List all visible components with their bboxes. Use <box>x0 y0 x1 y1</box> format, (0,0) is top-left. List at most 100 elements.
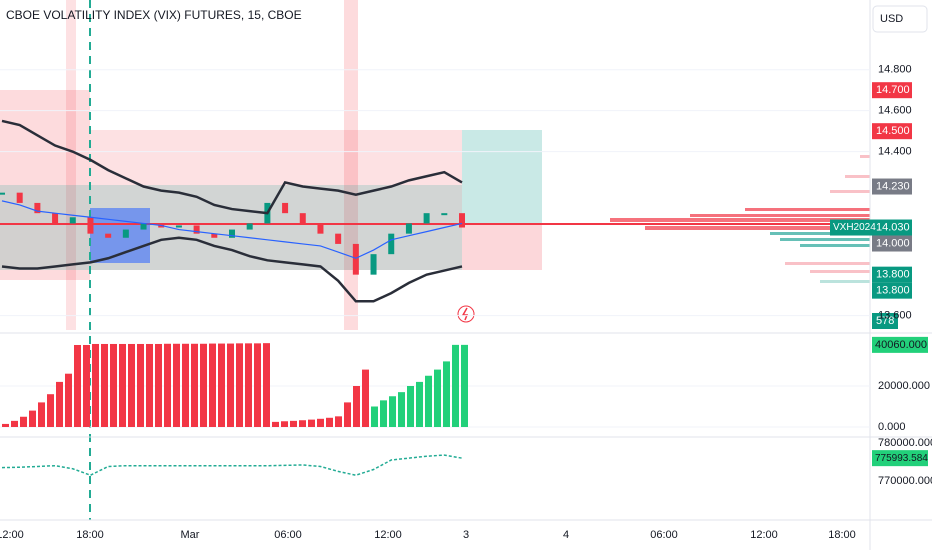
bar <box>200 343 207 428</box>
x-tick-label: 18:00 <box>828 529 856 541</box>
bar <box>155 343 162 428</box>
x-tick-label: 3 <box>463 529 469 541</box>
bar <box>317 418 324 428</box>
candle <box>69 217 76 224</box>
y-tick-label: 14.800 <box>878 64 912 76</box>
candle <box>388 233 395 255</box>
bar <box>92 343 99 428</box>
bar <box>308 419 315 428</box>
bar <box>443 361 450 428</box>
candle <box>193 225 200 234</box>
candle <box>122 229 129 238</box>
bar <box>416 381 423 428</box>
band-line <box>1 119 463 215</box>
bar <box>11 420 18 428</box>
x-tick-label: 12:00 <box>750 529 778 541</box>
bar <box>20 416 27 428</box>
zone <box>462 225 542 270</box>
bar <box>110 343 117 428</box>
currency-button[interactable] <box>872 5 928 33</box>
candle <box>246 223 253 230</box>
candle <box>282 202 289 214</box>
price-tag-label: 14.000 <box>876 237 910 249</box>
bar <box>272 421 279 428</box>
candle <box>0 192 5 195</box>
candle <box>229 229 235 238</box>
y-tick-label: 13.600 <box>878 310 912 322</box>
x-tick-label: 06:00 <box>274 529 302 541</box>
bar <box>452 344 459 428</box>
bar <box>47 394 54 428</box>
bar <box>425 375 432 428</box>
price-tag <box>872 178 912 195</box>
bar <box>218 343 225 428</box>
bar <box>326 417 333 428</box>
bar <box>290 420 297 428</box>
bar <box>281 421 288 428</box>
bar <box>344 402 351 428</box>
x-tick-label: 06:00 <box>650 529 678 541</box>
alert-icon[interactable] <box>457 305 475 323</box>
candle <box>87 217 94 234</box>
bar <box>83 344 90 428</box>
volume-tag: 578 <box>876 315 894 327</box>
zone <box>66 0 76 330</box>
candle <box>405 223 412 234</box>
value-tag-label: 775993.584 <box>875 453 928 464</box>
bar <box>128 343 135 428</box>
x-tick-label: 12:00 <box>374 529 402 541</box>
value-tag-label: 40060.000 <box>875 339 927 351</box>
price-tag-label: 13.800 <box>876 269 910 281</box>
candle <box>211 233 218 238</box>
y-tick-label: 770000.000 <box>878 475 932 487</box>
bar <box>65 373 72 428</box>
bar <box>371 406 378 428</box>
price-tag-label: 14.030 <box>876 221 910 233</box>
candle <box>140 223 147 230</box>
bar <box>389 396 396 428</box>
bar <box>101 343 108 428</box>
candle <box>52 213 59 224</box>
y-tick-label: 20000.000 <box>878 380 930 392</box>
candle <box>105 233 112 238</box>
bar <box>2 423 9 428</box>
bar <box>137 343 144 428</box>
band-line <box>1 236 463 303</box>
value-tag <box>872 450 928 467</box>
x-tick-label: 12:00 <box>0 529 24 541</box>
bar <box>263 343 270 428</box>
bar <box>461 344 468 428</box>
price-tag-label: 13.800 <box>876 285 910 297</box>
bar <box>407 386 414 428</box>
candle <box>441 213 448 216</box>
band-line <box>1 200 463 259</box>
volume-tag-bg <box>872 313 898 329</box>
bar <box>146 343 153 428</box>
bar <box>29 410 36 428</box>
price-tag <box>872 82 912 99</box>
bar <box>299 420 306 428</box>
bar <box>254 343 261 428</box>
y-tick-label: 14.400 <box>878 146 912 158</box>
bar <box>182 343 189 428</box>
price-tag-label: 14.700 <box>876 84 910 96</box>
bar <box>380 400 387 428</box>
zone <box>462 130 542 225</box>
bar <box>362 369 369 428</box>
candle <box>459 213 465 228</box>
bar <box>335 416 342 428</box>
bar <box>209 343 216 428</box>
candle <box>352 243 359 275</box>
price-tag-label: 14.230 <box>876 180 910 192</box>
candle <box>16 192 23 203</box>
bar <box>245 343 252 428</box>
bar <box>434 369 441 428</box>
bar <box>191 343 198 428</box>
bar <box>227 343 234 428</box>
indicator-line <box>1 454 463 477</box>
bar <box>164 343 171 428</box>
price-tag <box>872 282 912 299</box>
bar <box>56 381 63 428</box>
